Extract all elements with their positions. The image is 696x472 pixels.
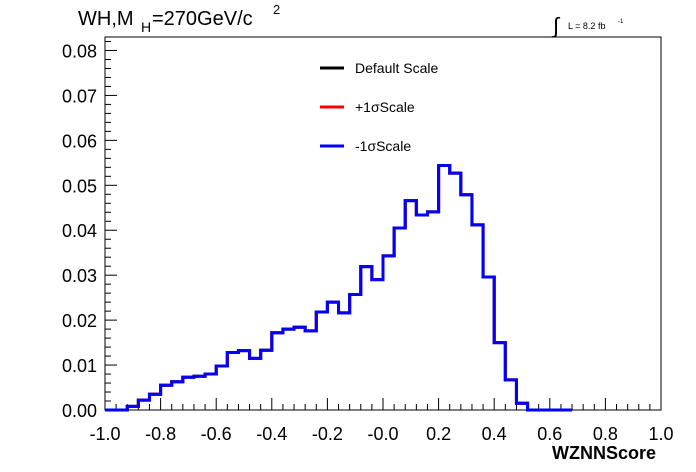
series-line [105,164,573,412]
x-tick-label: 0.6 [537,424,562,444]
x-tick-label: 0.2 [426,424,451,444]
lumi-text: L = 8.2 fb [568,21,605,31]
title-main: WH,M [78,8,134,30]
y-tick-label: 0.03 [62,266,97,286]
series-line [105,164,573,412]
series-line [105,164,573,412]
x-tick-label: -0.0 [367,424,398,444]
legend-label: +1σScale [355,99,415,115]
y-tick-label: 0.05 [62,176,97,196]
title-superscript: 2 [273,2,280,17]
x-tick-label: -0.4 [256,424,287,444]
y-tick-label: 0.04 [62,221,97,241]
y-tick-label: 0.06 [62,131,97,151]
y-tick-label: 0.02 [62,311,97,331]
y-tick-label: 0.08 [62,41,97,61]
title-rest: =270GeV/c [152,8,253,30]
legend: Default Scale +1σScale -1σScale [320,60,438,154]
x-axis: -1.0 -0.8 -0.6 -0.4 -0.2 -0.0 0.2 0.4 0.6 0.8 1.0 [89,398,674,444]
title-subscript: H [141,19,151,35]
lumi-superscript: -1 [618,19,624,25]
legend-label: -1σScale [355,138,411,154]
x-tick-label: -1.0 [89,424,120,444]
x-tick-label: -0.8 [145,424,176,444]
y-tick-label: 0.07 [62,86,97,106]
integral-sign: ∫ [551,13,561,38]
luminosity-label: ∫ L = 8.2 fb -1 [551,13,624,38]
x-tick-label: -0.6 [201,424,232,444]
legend-label: Default Scale [355,60,438,76]
x-axis-title: WZNNScore [552,443,656,463]
y-tick-label: 0.01 [62,356,97,376]
x-tick-label: 1.0 [648,424,673,444]
x-tick-label: -0.2 [312,424,343,444]
x-tick-label: 0.4 [482,424,507,444]
series-layer [105,164,573,412]
x-tick-label: 0.8 [593,424,618,444]
chart-title: WH,M H =270GeV/c 2 [78,2,280,35]
plot-frame [104,36,662,411]
y-axis: 0.00 0.01 0.02 0.03 0.04 0.05 0.06 0.07 0.08 [62,40,117,421]
y-tick-label: 0.00 [62,401,97,421]
